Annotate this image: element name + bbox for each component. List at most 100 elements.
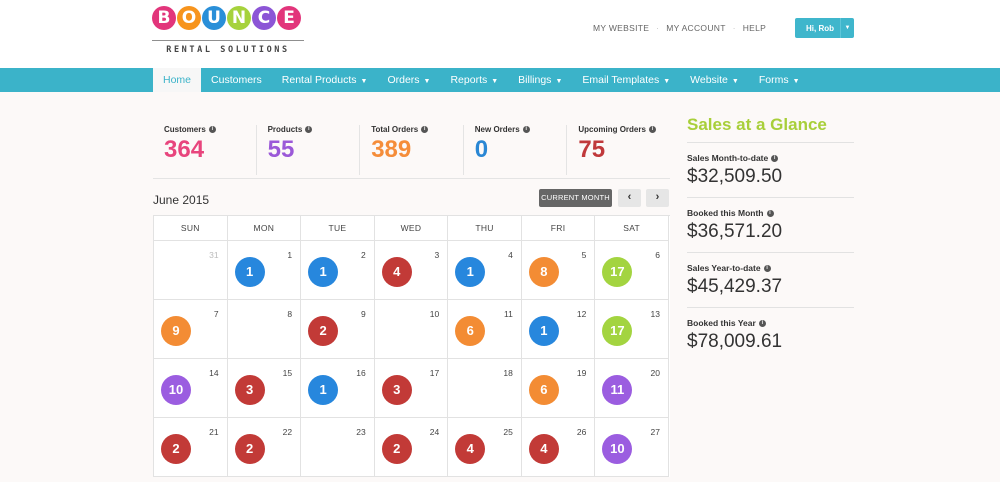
order-count-badge[interactable]: 4 [528, 434, 559, 464]
prev-month-button[interactable]: ‹ [618, 189, 641, 207]
my-account-link[interactable]: MY ACCOUNT [666, 23, 726, 33]
day-number: 20 [650, 368, 660, 378]
calendar-day-cell[interactable]: 12 1 [521, 300, 596, 359]
stat-new-orders[interactable]: New Orders i 0 [462, 125, 567, 175]
info-icon[interactable]: i [208, 126, 216, 133]
chevron-down-icon[interactable]: ▼ [840, 18, 854, 38]
calendar-day-cell[interactable]: 13 17 [595, 300, 669, 359]
day-number: 5 [581, 250, 587, 260]
calendar-day-cell[interactable]: 15 3 [227, 359, 302, 418]
calendar-day-cell[interactable]: 18 [448, 359, 522, 418]
order-count-badge[interactable]: 1 [308, 375, 339, 405]
order-count-badge[interactable]: 2 [308, 316, 339, 346]
nav-item-home[interactable]: Home [153, 68, 202, 92]
nav-item-customers[interactable]: Customers [201, 68, 272, 92]
calendar-day-cell[interactable]: 24 2 [374, 418, 449, 477]
divider [153, 178, 670, 179]
calendar-day-cell[interactable]: 21 2 [154, 418, 228, 477]
order-count-badge[interactable]: 10 [602, 434, 633, 464]
order-count-badge[interactable]: 2 [381, 434, 412, 464]
order-count-badge[interactable]: 9 [161, 316, 191, 346]
calendar-day-cell[interactable]: 23 [301, 418, 375, 477]
calendar-day-cell[interactable]: 26 4 [521, 418, 596, 477]
info-icon[interactable]: i [763, 264, 771, 272]
glance-label-text: Booked this Year [687, 318, 756, 328]
order-count-badge[interactable]: 4 [455, 434, 486, 464]
stat-products[interactable]: Products i 55 [255, 125, 360, 175]
order-count-badge[interactable]: 1 [528, 316, 559, 346]
calendar-title: June 2015 [153, 193, 210, 207]
calendar-day-cell[interactable]: 31 [154, 241, 228, 300]
order-count-badge[interactable]: 4 [381, 257, 412, 287]
info-icon[interactable]: i [305, 126, 313, 133]
stat-total-orders[interactable]: Total Orders i 389 [359, 125, 463, 175]
order-count-badge[interactable]: 1 [234, 257, 265, 287]
stat-value: 55 [267, 136, 295, 163]
day-number: 24 [429, 427, 440, 437]
stat-customers[interactable]: Customers i 364 [153, 125, 256, 175]
order-count-badge[interactable]: 2 [161, 434, 191, 464]
calendar-week-row: 7 9 8 9 2 10 11 6 12 1 13 17 [154, 300, 670, 359]
stat-upcoming-orders[interactable]: Upcoming Orders i 75 [566, 125, 670, 175]
order-count-badge[interactable]: 10 [161, 375, 191, 405]
user-menu-button[interactable]: Hi, Rob ▼ [795, 18, 854, 38]
calendar-day-cell[interactable]: 20 11 [595, 359, 669, 418]
order-count-badge[interactable]: 2 [234, 434, 265, 464]
order-count-badge[interactable]: 8 [528, 257, 559, 287]
calendar-week-row: 31 1 1 2 1 3 4 4 1 5 8 6 17 [154, 241, 670, 300]
dashboard-content: Customers i 364 Products i 55 Total Orders i 389… [0, 92, 1000, 482]
info-icon[interactable]: i [522, 126, 530, 133]
info-icon[interactable]: i [766, 209, 774, 217]
nav-item-forms[interactable]: Forms ▼ [749, 68, 810, 92]
calendar-day-cell[interactable]: 22 2 [227, 418, 302, 477]
next-month-button[interactable]: › [646, 189, 669, 207]
nav-item-label: Forms [758, 74, 789, 86]
calendar-day-cell[interactable]: 14 10 [154, 359, 228, 418]
info-icon[interactable]: i [771, 154, 779, 162]
stat-value: 0 [474, 136, 489, 163]
calendar-day-cell[interactable]: 10 [374, 300, 449, 359]
order-count-badge[interactable]: 6 [528, 375, 559, 405]
info-icon[interactable]: i [648, 126, 656, 133]
info-icon[interactable]: i [758, 319, 766, 327]
my-website-link[interactable]: MY WEBSITE [593, 23, 650, 33]
order-count-badge[interactable]: 1 [308, 257, 339, 287]
order-count-badge[interactable]: 6 [455, 316, 486, 346]
calendar-day-cell[interactable]: 25 4 [448, 418, 522, 477]
nav-item-orders[interactable]: Orders ▼ [377, 68, 440, 92]
logo-letter: U [202, 6, 226, 30]
chevron-down-icon: ▼ [423, 78, 431, 85]
nav-item-reports[interactable]: Reports ▼ [440, 68, 508, 92]
order-count-badge[interactable]: 17 [602, 316, 633, 346]
nav-item-website[interactable]: Website ▼ [680, 68, 749, 92]
calendar-day-cell[interactable]: 16 1 [301, 359, 375, 418]
nav-item-rental-products[interactable]: Rental Products ▼ [272, 68, 378, 92]
order-count-badge[interactable]: 3 [234, 375, 265, 405]
calendar-day-cell[interactable]: 27 10 [595, 418, 669, 477]
day-number: 23 [356, 427, 366, 437]
nav-item-label: Customers [211, 74, 262, 86]
calendar-day-cell[interactable]: 6 17 [595, 241, 669, 300]
nav-item-billings[interactable]: Billings ▼ [508, 68, 572, 92]
order-count-badge[interactable]: 17 [602, 257, 633, 287]
calendar-day-cell[interactable]: 8 [227, 300, 302, 359]
calendar-day-cell[interactable]: 17 3 [374, 359, 449, 418]
logo-letter: C [252, 6, 276, 30]
nav-item-email-templates[interactable]: Email Templates ▼ [572, 68, 680, 92]
info-icon[interactable]: i [421, 126, 429, 133]
help-link[interactable]: HELP [742, 23, 767, 33]
order-count-badge[interactable]: 11 [602, 375, 633, 405]
calendar-day-cell[interactable]: 11 6 [448, 300, 522, 359]
current-month-button[interactable]: CURRENT MONTH [539, 189, 612, 207]
order-count-badge[interactable]: 3 [381, 375, 412, 405]
calendar-day-cell[interactable]: 19 6 [521, 359, 596, 418]
order-count-badge[interactable]: 1 [455, 257, 486, 287]
